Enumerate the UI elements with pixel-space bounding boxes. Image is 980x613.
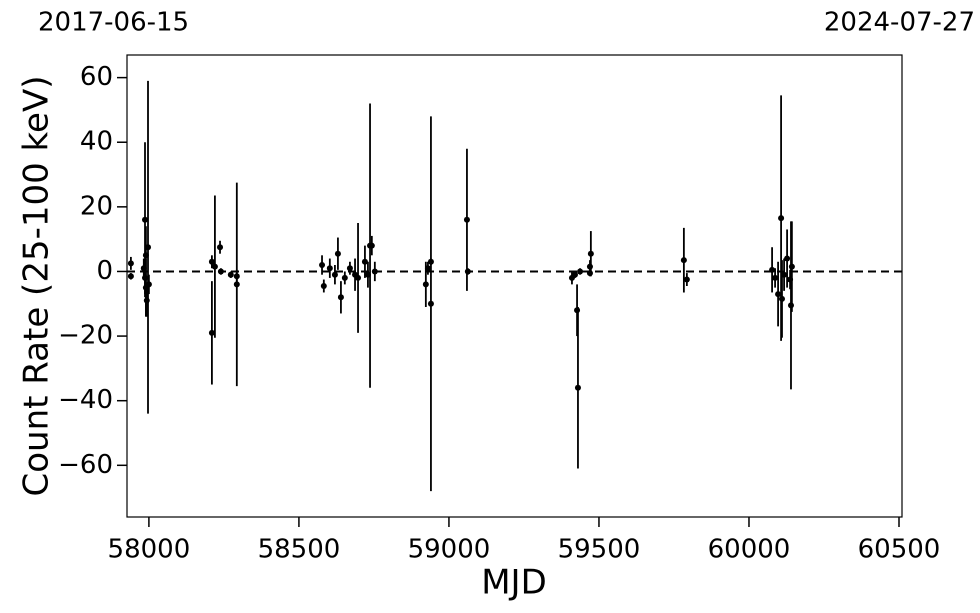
data-point <box>368 242 375 249</box>
data-point <box>143 297 150 304</box>
data-point <box>778 215 785 222</box>
data-point <box>424 265 431 272</box>
data-point <box>787 302 794 309</box>
data-point <box>341 274 348 281</box>
y-tick-label: 60 <box>80 62 113 92</box>
data-point <box>337 294 344 301</box>
x-axis-label: MJD <box>481 563 547 603</box>
y-axis-label: Count Rate (25-100 keV) <box>17 76 57 497</box>
data-point <box>320 283 327 289</box>
data-point <box>331 271 338 278</box>
data-point <box>427 258 434 265</box>
x-tick-label: 59000 <box>408 535 491 565</box>
data-point <box>145 244 152 251</box>
y-tick-label: 40 <box>80 127 113 157</box>
data-point <box>371 268 378 275</box>
data-point <box>781 271 788 278</box>
y-tick-label: −20 <box>58 321 113 351</box>
data-point <box>784 255 791 262</box>
data-point <box>778 295 785 302</box>
data-point <box>227 271 234 278</box>
y-tick-label: 0 <box>96 256 113 286</box>
data-point <box>233 273 240 280</box>
data-point <box>788 263 795 270</box>
x-tick-label: 59500 <box>558 535 641 565</box>
data-point <box>422 281 429 288</box>
end-date: 2024-07-27 <box>824 8 975 38</box>
data-point <box>587 250 594 257</box>
data-point <box>355 274 362 281</box>
data-point <box>233 281 240 288</box>
start-date: 2017-06-15 <box>38 8 189 38</box>
data-point <box>208 258 215 265</box>
data-point <box>775 291 782 298</box>
plot-frame <box>126 54 903 518</box>
data-point <box>346 265 353 272</box>
x-tick-label: 58500 <box>258 535 341 565</box>
data-point <box>680 257 687 264</box>
data-point <box>577 268 584 275</box>
data-point <box>683 276 690 283</box>
data-point <box>319 262 326 268</box>
data-point <box>127 273 134 280</box>
data-point <box>574 384 581 391</box>
data-point <box>772 274 779 281</box>
data-point <box>142 216 149 223</box>
data-point <box>211 263 218 270</box>
data-point <box>326 265 333 272</box>
y-tick-label: 20 <box>80 191 113 221</box>
data-point <box>574 307 581 314</box>
data-point <box>586 270 593 277</box>
data-point <box>145 281 152 288</box>
data-point <box>334 250 341 257</box>
x-tick-label: 60000 <box>708 535 791 565</box>
y-tick-label: −40 <box>58 385 113 415</box>
data-point <box>463 216 470 223</box>
data-point <box>142 274 149 281</box>
x-tick-label: 58000 <box>108 535 191 565</box>
data-point <box>361 258 368 265</box>
x-tick-label: 60500 <box>858 535 941 565</box>
data-point <box>571 271 578 278</box>
data-point <box>586 263 593 270</box>
y-tick-label: −60 <box>58 450 113 480</box>
data-point <box>127 260 134 267</box>
data-point <box>464 268 471 275</box>
data-point <box>217 244 224 251</box>
data-point <box>217 268 224 275</box>
data-point <box>427 300 434 307</box>
data-point <box>208 329 215 336</box>
data-point <box>769 266 776 273</box>
